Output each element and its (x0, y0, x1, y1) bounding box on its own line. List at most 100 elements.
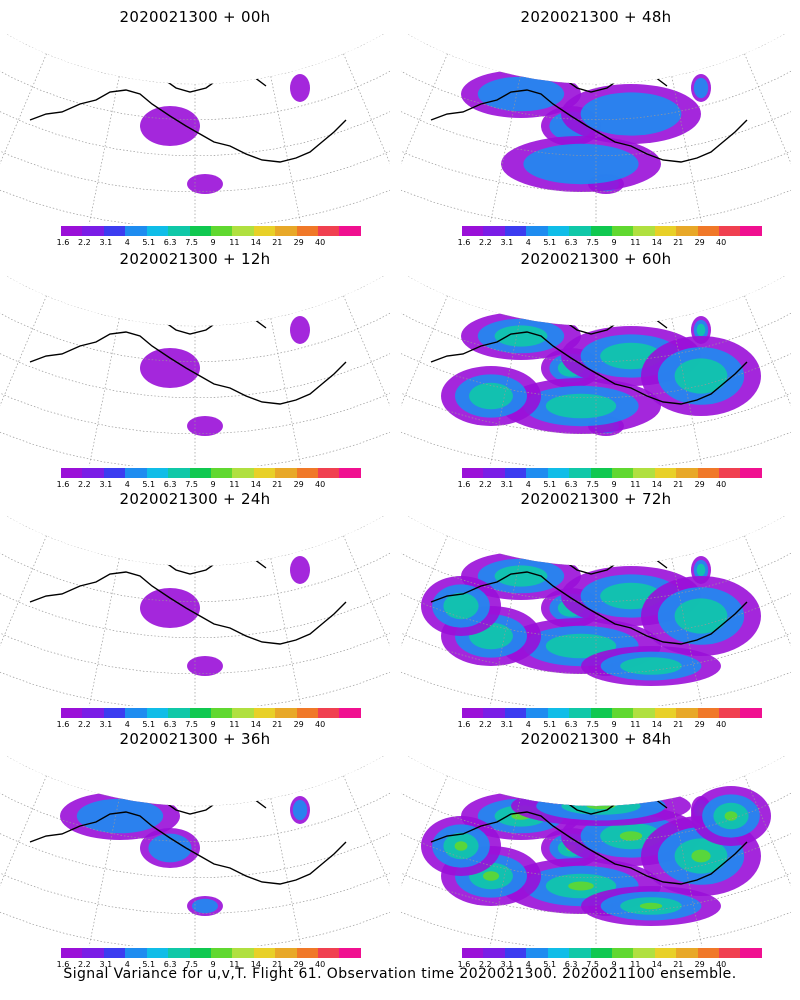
colorbar-swatch (676, 226, 698, 236)
colorbar-tick-label: 7.5 (586, 960, 599, 969)
colorbar-swatch (633, 468, 655, 478)
colorbar-swatch (168, 708, 190, 718)
colorbar-tick-label: 40 (315, 238, 326, 247)
longitude-line (83, 318, 120, 466)
colorbar: 1.6 2.2 3.1 4 5.1 6.3 7.5 9 11 14 21 29 40 (458, 708, 762, 734)
colorbar-tick-label: 5.1 (543, 238, 557, 247)
colorbar: 1.6 2.2 3.1 4 5.1 6.3 7.5 9 11 14 21 29 40 (458, 226, 762, 252)
colorbar: 1.6 2.2 3.1 4 5.1 6.3 7.5 9 11 14 21 29 40 (458, 948, 762, 974)
colorbar-swatch (232, 226, 254, 236)
colorbar-swatch (189, 468, 211, 478)
longitude-line (83, 558, 120, 706)
variance-field (0, 756, 390, 946)
variance-contour (454, 841, 468, 851)
colorbar-tick-label: 6.3 (163, 480, 177, 489)
map-panel: 2020021300 + 36h 1.6 2.2 3.1 4 5.1 6.3 7.5 9 11 14… (0, 730, 390, 973)
colorbar-swatch (82, 948, 104, 958)
panel-title: 2020021300 + 48h (520, 8, 672, 26)
colorbar-tick-label: 21 (673, 720, 684, 729)
colorbar-swatch (526, 948, 548, 958)
colorbar-tick-label: 21 (272, 720, 283, 729)
colorbar-swatch (275, 226, 297, 236)
colorbar-tick-label: 7.5 (185, 238, 198, 247)
coastline (430, 89, 748, 163)
colorbar-tick-label: 7.5 (185, 720, 198, 729)
colorbar-tick-label: 6.3 (564, 238, 578, 247)
colorbar-tick-label: 4 (124, 238, 130, 247)
variance-map (401, 516, 791, 706)
colorbar: 1.6 2.2 3.1 4 5.1 6.3 7.5 9 11 14 21 29 40 (57, 948, 361, 974)
colorbar-swatch (253, 468, 276, 478)
colorbar-swatch (210, 948, 233, 958)
colorbar-swatch (719, 468, 741, 478)
variance-contour (691, 849, 711, 863)
variance-contour (290, 556, 310, 584)
colorbar: 1.6 2.2 3.1 4 5.1 6.3 7.5 9 11 14 21 29 40 (57, 468, 361, 494)
colorbar-tick-label: 2.2 (78, 480, 91, 489)
colorbar-tick-label: 3.1 (500, 480, 514, 489)
colorbar-tick-label: 14 (651, 720, 662, 729)
variance-field (0, 516, 390, 706)
colorbar-tick-label: 40 (315, 480, 326, 489)
colorbar-swatch (318, 468, 340, 478)
colorbar-tick-label: 3.1 (99, 720, 113, 729)
colorbar-tick-label: 11 (229, 480, 240, 489)
latitude-line (401, 276, 791, 327)
panel-title: 2020021300 + 84h (520, 730, 672, 748)
colorbar-swatch (189, 708, 211, 718)
colorbar-swatch (339, 468, 361, 478)
colorbar-swatch (569, 948, 591, 958)
variance-contour (187, 416, 223, 436)
colorbar-tick-label: 7.5 (185, 960, 198, 969)
colorbar-swatch (719, 226, 741, 236)
colorbar-tick-label: 7.5 (185, 480, 198, 489)
variance-contour (443, 592, 479, 620)
colorbar-swatch (569, 226, 591, 236)
colorbar-tick-label: 21 (272, 960, 283, 969)
colorbar-swatch (168, 226, 190, 236)
colorbar-tick-label: 1.6 (56, 480, 70, 489)
colorbar-tick-label: 9 (210, 960, 216, 969)
latitude-line (0, 516, 390, 567)
colorbar-swatch (654, 468, 677, 478)
colorbar-swatch (590, 708, 612, 718)
colorbar-tick-label: 11 (630, 720, 641, 729)
colorbar-tick-label: 11 (630, 480, 641, 489)
colorbar-tick-label: 7.5 (586, 480, 599, 489)
colorbar-swatch (633, 708, 655, 718)
colorbar-tick-label: 5.1 (543, 960, 557, 969)
colorbar-swatch (318, 226, 340, 236)
variance-contour (187, 174, 223, 194)
variance-contour (494, 565, 548, 587)
colorbar-swatch (633, 948, 655, 958)
colorbar-tick-label: 6.3 (163, 720, 177, 729)
colorbar-tick-label: 1.6 (56, 238, 70, 247)
colorbar-swatch (146, 948, 169, 958)
colorbar-tick-label: 5.1 (142, 960, 156, 969)
colorbar-swatch (275, 468, 297, 478)
map-panel: 2020021300 + 48h 1.6 2.2 3.1 4 5.1 6.3 7.5 9 11 14… (401, 8, 791, 251)
variance-contour (696, 323, 706, 337)
variance-field (401, 756, 791, 946)
colorbar-tick-label: 11 (630, 960, 641, 969)
colorbar-swatch (504, 226, 527, 236)
colorbar-swatch (168, 468, 190, 478)
variance-contour (724, 811, 738, 821)
colorbar-tick-label: 14 (250, 960, 261, 969)
variance-contour (148, 833, 192, 863)
variance-map (401, 276, 791, 466)
colorbar-swatch (590, 468, 612, 478)
colorbar-swatch (611, 948, 634, 958)
longitude-line (0, 775, 47, 942)
colorbar-tick-label: 4 (124, 960, 130, 969)
coastline (29, 811, 347, 885)
colorbar-swatch (569, 468, 591, 478)
colorbar-swatch (526, 468, 548, 478)
variance-contour (76, 798, 164, 834)
variance-contour (290, 316, 310, 344)
colorbar-swatch (253, 948, 276, 958)
colorbar-swatch (611, 468, 634, 478)
colorbar-tick-label: 3.1 (500, 960, 514, 969)
variance-contour (187, 656, 223, 676)
colorbar-tick-label: 9 (611, 238, 617, 247)
